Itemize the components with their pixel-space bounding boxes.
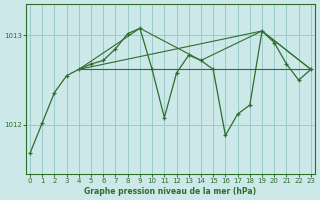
X-axis label: Graphe pression niveau de la mer (hPa): Graphe pression niveau de la mer (hPa) bbox=[84, 187, 257, 196]
